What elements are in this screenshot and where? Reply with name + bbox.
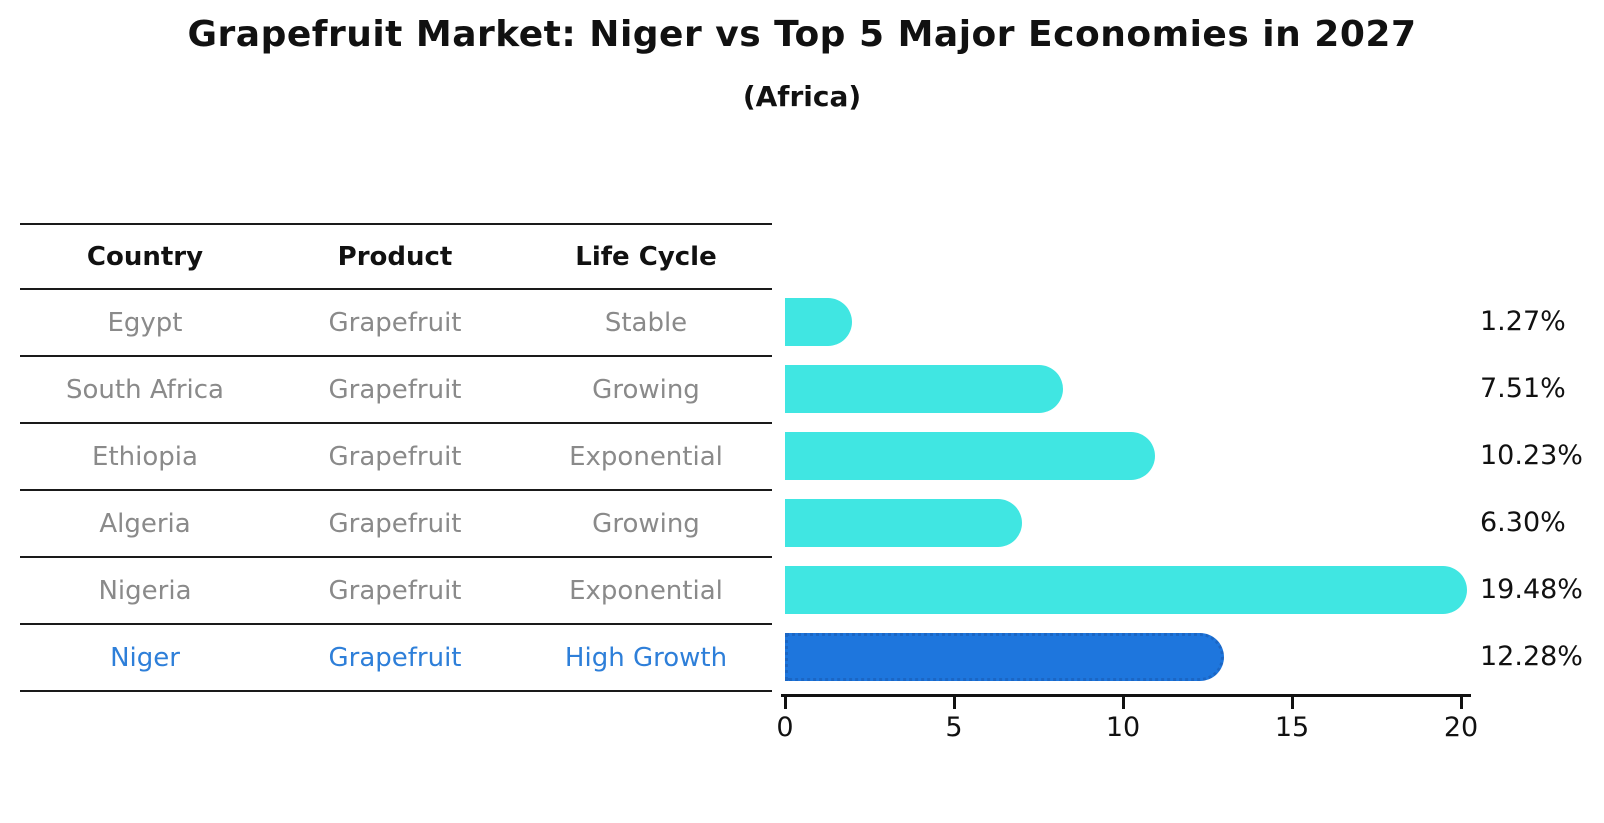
value-label: 6.30%: [1480, 506, 1566, 538]
x-axis-tick: [1121, 694, 1125, 709]
bar: [785, 498, 1022, 547]
cell-country: Algeria: [99, 508, 191, 539]
x-axis-tick-label: 20: [1443, 712, 1479, 743]
value-label: 12.28%: [1480, 640, 1583, 672]
cell-life-cycle: Exponential: [569, 575, 723, 606]
cell-product: Grapefruit: [328, 575, 462, 606]
chart-subtitle: (Africa): [742, 80, 862, 113]
x-axis-tick-label: 0: [776, 712, 794, 743]
table-row: Algeria Grapefruit Growing: [20, 491, 772, 558]
cell-country: Nigeria: [98, 575, 192, 606]
cell-life-cycle: Stable: [604, 307, 688, 338]
x-axis-tick: [952, 694, 956, 709]
cell-country: South Africa: [66, 374, 224, 405]
cell-life-cycle: Growing: [592, 374, 700, 405]
x-axis-spine: [781, 694, 1471, 697]
x-axis-tick-label: 15: [1274, 712, 1310, 743]
country-table: Country Product Life Cycle Egypt Grapefru…: [20, 223, 772, 692]
value-label: 7.51%: [1480, 372, 1566, 404]
table-row: Egypt Grapefruit Stable: [20, 290, 772, 357]
table-row: Niger Grapefruit High Growth: [20, 625, 772, 692]
x-axis-tick: [1290, 694, 1294, 709]
column-header-country: Country: [86, 241, 204, 272]
bar: [785, 364, 1063, 413]
cell-life-cycle: Exponential: [569, 441, 723, 472]
cell-product: Grapefruit: [328, 508, 462, 539]
highlight-bar: [785, 632, 1225, 681]
table-row: Nigeria Grapefruit Exponential: [20, 558, 772, 625]
cell-product: Grapefruit: [328, 307, 462, 338]
column-header-product: Product: [337, 241, 453, 272]
value-label: 10.23%: [1480, 439, 1583, 471]
x-axis-tick-label: 5: [945, 712, 963, 743]
cell-life-cycle: Growing: [592, 508, 700, 539]
cell-country: Egypt: [107, 307, 183, 338]
table-body: Egypt Grapefruit Stable South Africa Grapefr…: [20, 290, 772, 692]
column-header-life-cycle: Life Cycle: [575, 241, 717, 272]
value-label: 1.27%: [1480, 305, 1566, 337]
cell-product: Grapefruit: [328, 642, 462, 673]
cell-life-cycle: High Growth: [564, 642, 728, 673]
cell-product: Grapefruit: [328, 374, 462, 405]
value-label: 19.48%: [1480, 573, 1583, 605]
table-header-row: Country Product Life Cycle: [20, 225, 772, 290]
table-row: South Africa Grapefruit Growing: [20, 357, 772, 424]
table-row: Ethiopia Grapefruit Exponential: [20, 424, 772, 491]
bar: [785, 565, 1468, 614]
bar: [785, 297, 852, 346]
x-axis-tick: [1459, 694, 1463, 709]
cell-product: Grapefruit: [328, 441, 462, 472]
x-axis-tick-label: 10: [1105, 712, 1141, 743]
bar: [785, 431, 1155, 480]
chart-title: Grapefruit Market: Niger vs Top 5 Major …: [187, 14, 1417, 55]
cell-country: Niger: [110, 642, 180, 673]
cell-country: Ethiopia: [92, 441, 198, 472]
x-axis-tick: [783, 694, 787, 709]
